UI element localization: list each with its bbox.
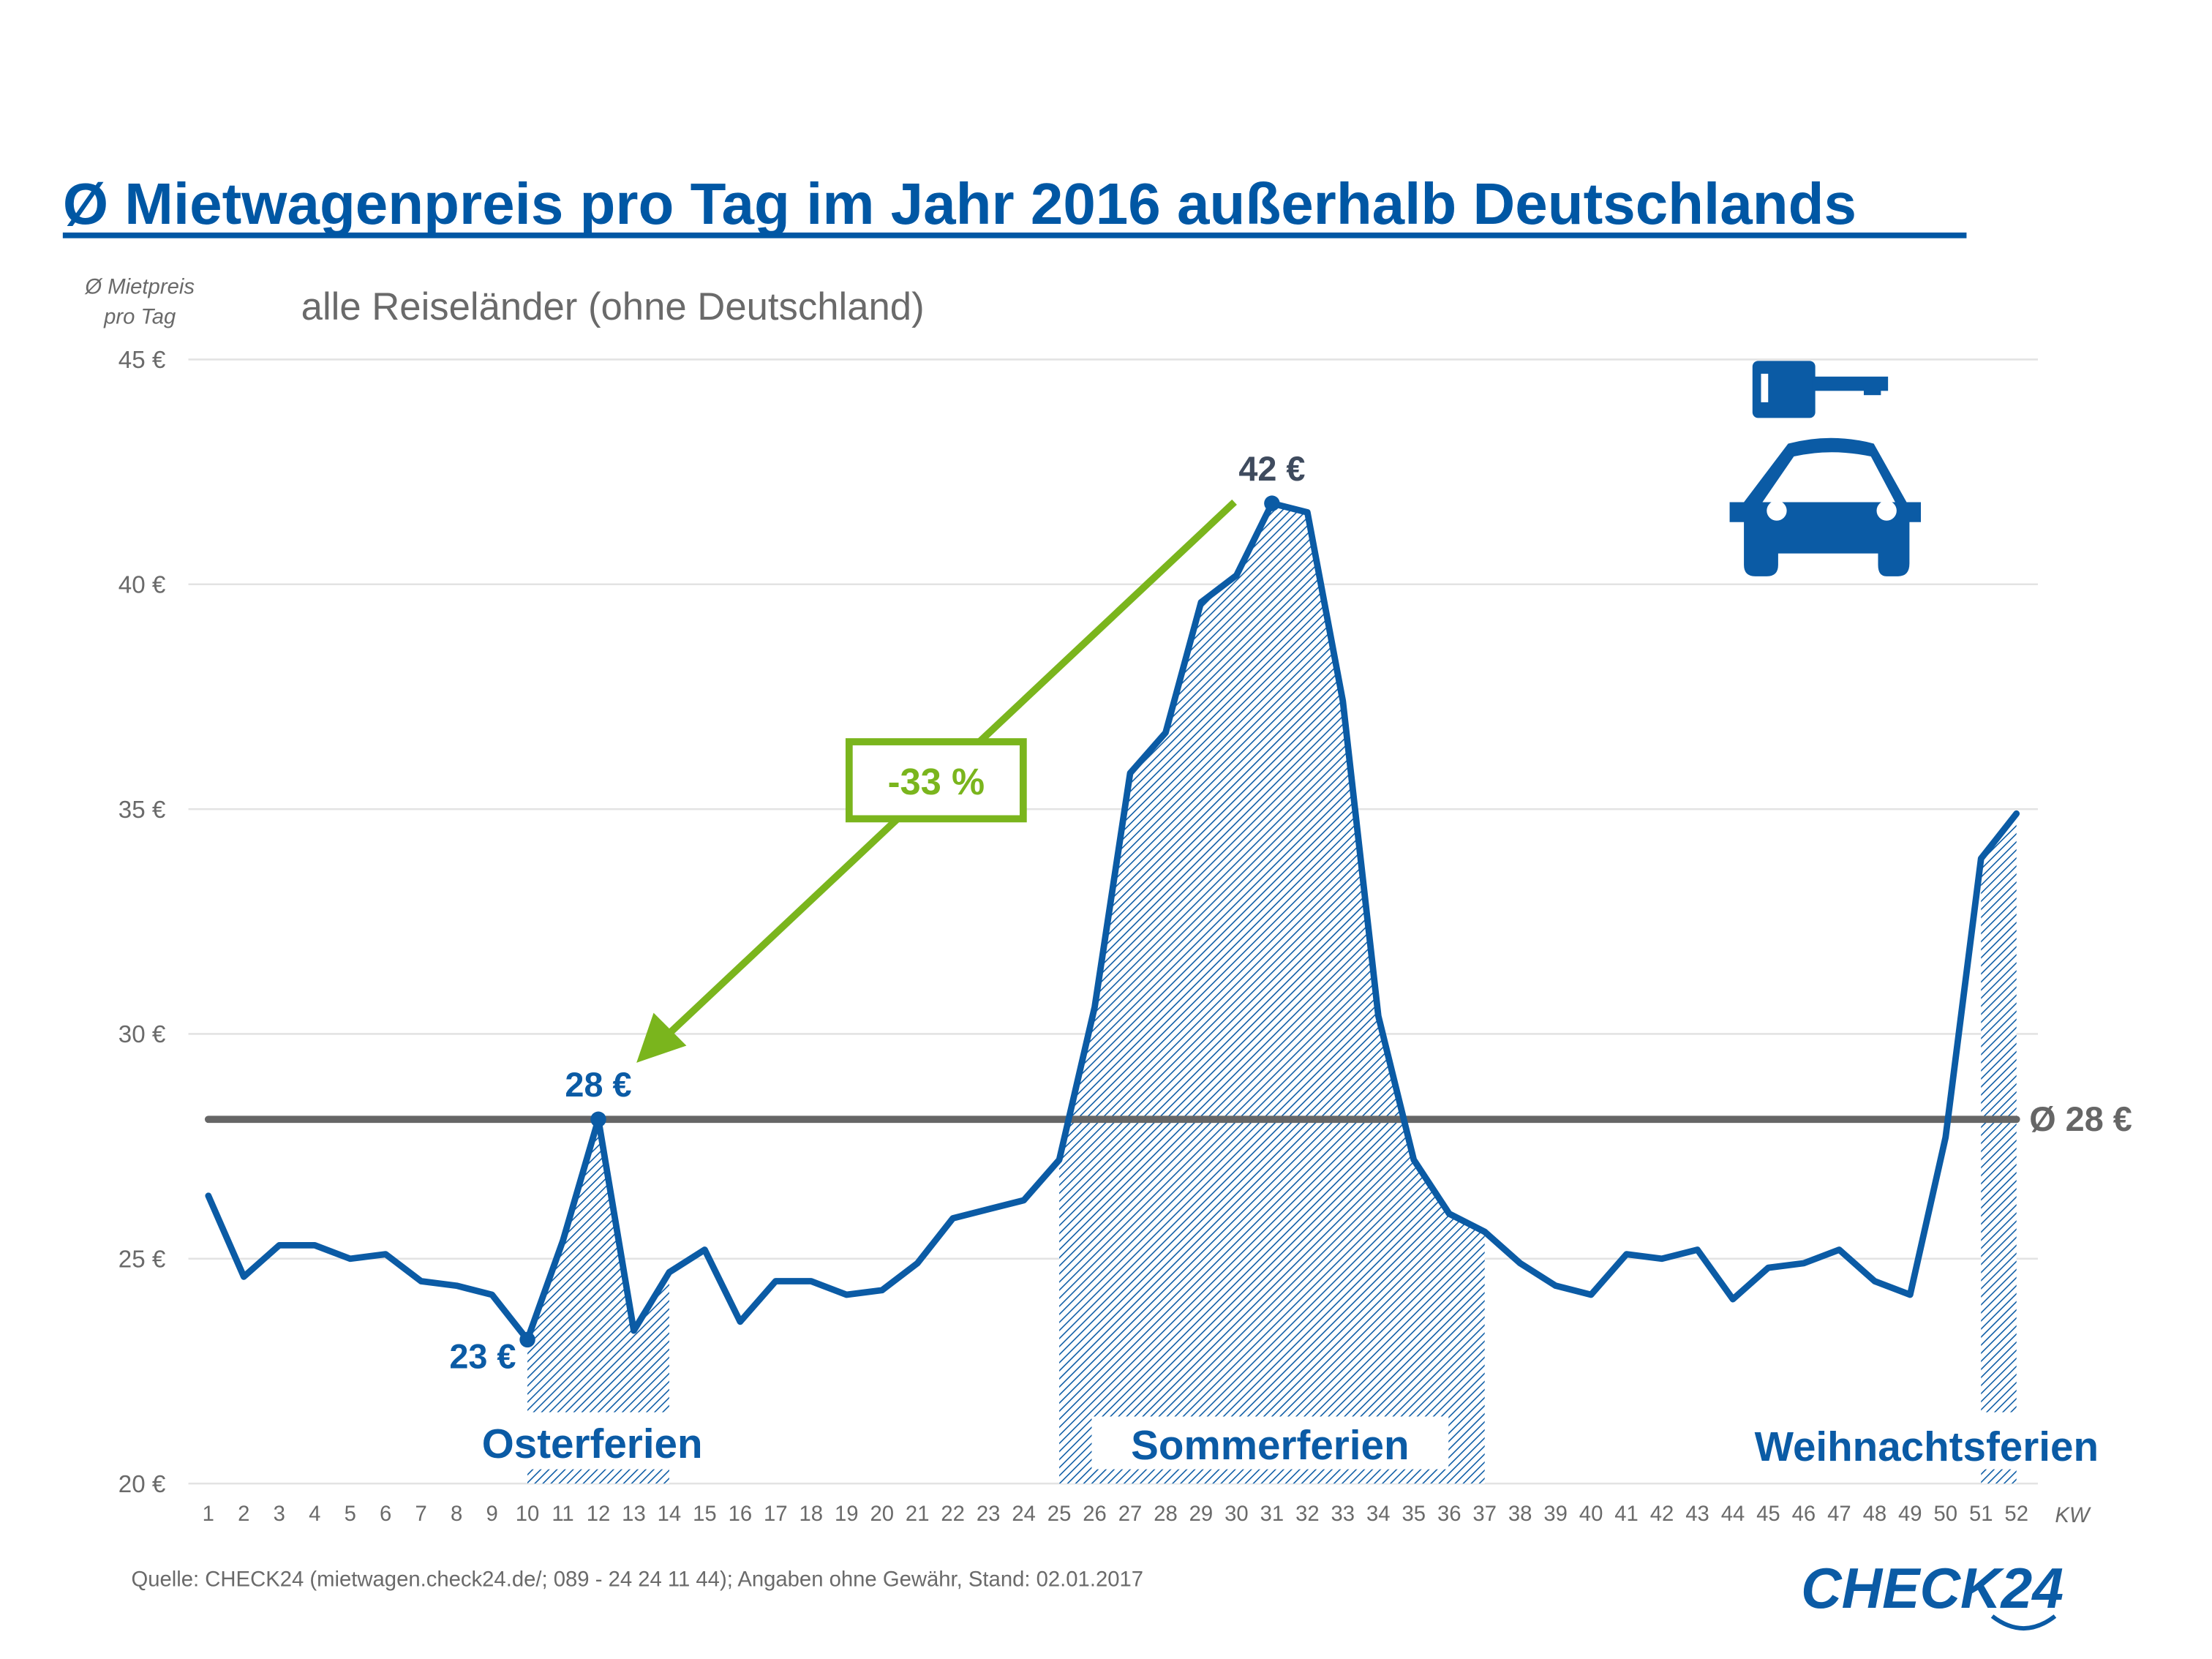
x-tick-label: 29: [1189, 1502, 1214, 1526]
x-axis-ticks: 1 2 3 4 5 6 7 8 9 10 11 12 13 14 15 16 17 18 19 20 21 22 23 24 2…: [203, 1502, 2028, 1526]
x-tick-label: 37: [1472, 1502, 1497, 1526]
x-tick-label: 27: [1118, 1502, 1143, 1526]
x-tick-label: 51: [1969, 1502, 1993, 1526]
x-tick-label: 42: [1650, 1502, 1674, 1526]
source-note: Quelle: CHECK24 (mietwagen.check24.de/; …: [131, 1568, 1143, 1592]
x-tick-label: 2: [238, 1502, 249, 1526]
x-tick-label: 4: [309, 1502, 320, 1526]
holiday-area: [1059, 503, 1485, 1484]
x-tick-label: 26: [1083, 1502, 1107, 1526]
x-tick-label: 1: [203, 1502, 214, 1526]
x-tick-label: 23: [977, 1502, 1001, 1526]
weihnachtsferien-label-bg: [1734, 1412, 2120, 1470]
x-tick-label: 25: [1047, 1502, 1072, 1526]
car-key-icon: [1729, 361, 1922, 576]
x-tick-label: 35: [1402, 1502, 1426, 1526]
x-tick-label: 33: [1331, 1502, 1355, 1526]
y-tick-label: 40 €: [118, 571, 166, 598]
x-tick-label: 8: [451, 1502, 462, 1526]
x-tick-label: 22: [941, 1502, 965, 1526]
annotation-dot: [519, 1331, 535, 1348]
annotation-summer-peak-label: 42 €: [1238, 450, 1305, 488]
y-axis-label-line2: pro Tag: [103, 306, 176, 329]
holiday-label-weihnachtsferien: Weihnachtsferien: [1755, 1423, 2099, 1470]
sommerferien-label-bg: [1091, 1416, 1449, 1470]
y-tick-label: 35 €: [118, 797, 166, 824]
x-tick-label: 40: [1579, 1502, 1603, 1526]
x-tick-label: 12: [587, 1502, 611, 1526]
average-label: Ø 28 €: [2029, 1100, 2132, 1138]
x-tick-label: 43: [1685, 1502, 1709, 1526]
x-tick-label: 15: [693, 1502, 717, 1526]
x-tick-label: 41: [1614, 1502, 1639, 1526]
x-tick-label: 47: [1827, 1502, 1851, 1526]
osterferien-label-bg: [454, 1412, 732, 1470]
x-tick-label: 9: [486, 1502, 497, 1526]
y-tick-label: 25 €: [118, 1246, 166, 1274]
holiday-areas: [527, 503, 2017, 1484]
arrow-head-icon: [636, 1012, 687, 1063]
holiday-area: [1981, 813, 2017, 1484]
car-icon: [1729, 437, 1922, 576]
x-tick-label: 6: [380, 1502, 391, 1526]
x-tick-label: 44: [1721, 1502, 1745, 1526]
x-tick-label: 7: [415, 1502, 427, 1526]
holiday-label-backgrounds: [454, 1412, 2120, 1470]
y-tick-label: 20 €: [118, 1471, 166, 1498]
annotation-easter-peak-label: 28 €: [565, 1066, 631, 1104]
x-tick-label: 5: [345, 1502, 356, 1526]
annotation-dot: [1264, 495, 1280, 511]
annotation-min-label: 23 €: [449, 1337, 516, 1375]
x-tick-label: 38: [1508, 1502, 1532, 1526]
x-tick-label: 10: [516, 1502, 540, 1526]
chart-subtitle: alle Reiseländer (ohne Deutschland): [301, 285, 925, 328]
title-underline: [62, 232, 1967, 238]
holiday-area: [527, 1119, 669, 1484]
price-line: [205, 500, 2020, 1343]
check24-logo-text: CHECK24: [1801, 1556, 2064, 1620]
x-tick-label: 34: [1366, 1502, 1391, 1526]
x-tick-label: 13: [622, 1502, 646, 1526]
x-tick-label: 11: [552, 1502, 573, 1526]
x-tick-label: 39: [1543, 1502, 1568, 1526]
holiday-label-osterferien: Osterferien: [482, 1421, 703, 1467]
annotation-dots: [519, 495, 1280, 1348]
change-arrow: -33 %: [636, 499, 1237, 1063]
x-tick-label: 49: [1898, 1502, 1922, 1526]
x-tick-label: 30: [1224, 1502, 1249, 1526]
x-tick-label: 18: [800, 1502, 824, 1526]
x-tick-label: 21: [906, 1502, 930, 1526]
x-tick-label: 17: [764, 1502, 788, 1526]
x-tick-label: 19: [835, 1502, 859, 1526]
y-tick-label: 30 €: [118, 1021, 166, 1048]
change-box: [845, 738, 1027, 823]
x-tick-label: 45: [1756, 1502, 1780, 1526]
y-axis-ticks: 20 € 25 € 30 € 35 € 40 € 45 €: [118, 347, 166, 1498]
x-tick-label: 46: [1792, 1502, 1816, 1526]
x-tick-label: 14: [658, 1502, 682, 1526]
x-tick-label: 20: [870, 1502, 894, 1526]
change-percent-label: -33 %: [888, 761, 985, 802]
x-tick-label: 50: [1934, 1502, 1958, 1526]
chart-title: Ø Mietwagenpreis pro Tag im Jahr 2016 au…: [63, 171, 1856, 236]
y-axis-label-line1: Ø Mietpreis: [84, 276, 195, 299]
x-tick-label: 3: [274, 1502, 285, 1526]
x-tick-label: 24: [1012, 1502, 1036, 1526]
y-tick-label: 45 €: [118, 347, 166, 374]
x-tick-label: 48: [1863, 1502, 1887, 1526]
key-icon: [1752, 361, 1889, 418]
x-tick-label: 36: [1437, 1502, 1462, 1526]
annotation-dot: [590, 1111, 606, 1127]
x-tick-label: 32: [1295, 1502, 1320, 1526]
check24-logo: CHECK24: [1801, 1556, 2064, 1630]
x-tick-label: 28: [1154, 1502, 1178, 1526]
holiday-label-sommerferien: Sommerferien: [1131, 1422, 1409, 1468]
x-tick-label: 16: [729, 1502, 753, 1526]
x-tick-label: 31: [1260, 1502, 1284, 1526]
x-axis-label: KW: [2055, 1504, 2091, 1527]
x-tick-label: 52: [2004, 1502, 2028, 1526]
logo-smile-icon: [1990, 1614, 2057, 1630]
